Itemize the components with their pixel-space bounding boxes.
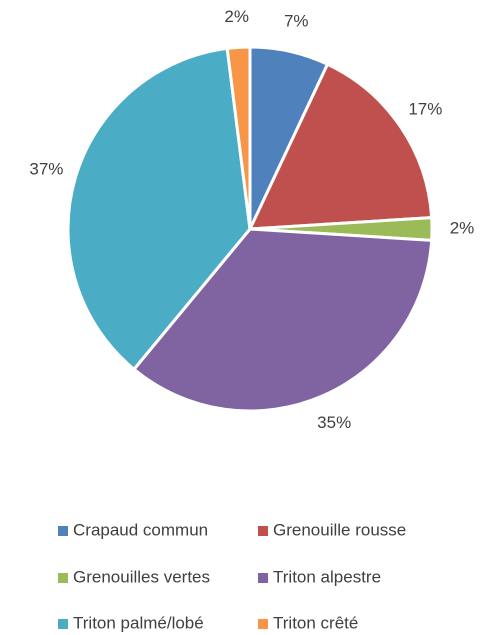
legend-swatch (258, 573, 268, 583)
legend-swatch (258, 619, 268, 629)
data-label: 7% (284, 12, 309, 31)
legend-label: Grenouilles vertes (73, 567, 210, 586)
data-label: 35% (317, 413, 351, 432)
pie-slice (131, 227, 434, 413)
legend-swatch (258, 526, 268, 536)
pie-slice (247, 62, 434, 231)
data-label: 2% (450, 218, 475, 237)
legend-swatch (58, 526, 68, 536)
pie-slice (66, 46, 252, 372)
data-label: 17% (408, 99, 442, 118)
data-label: 37% (29, 159, 63, 178)
pie-slice (225, 45, 252, 230)
legend-label: Triton palmé/lobé (73, 613, 204, 632)
legend-swatch (58, 619, 68, 629)
legend-label: Crapaud commun (73, 520, 208, 539)
legend-label: Triton crêté (273, 613, 358, 632)
legend-label: Triton alpestre (273, 567, 381, 586)
legend-label: Grenouille rousse (273, 520, 406, 539)
data-label: 2% (224, 7, 249, 26)
legend-swatch (58, 573, 68, 583)
